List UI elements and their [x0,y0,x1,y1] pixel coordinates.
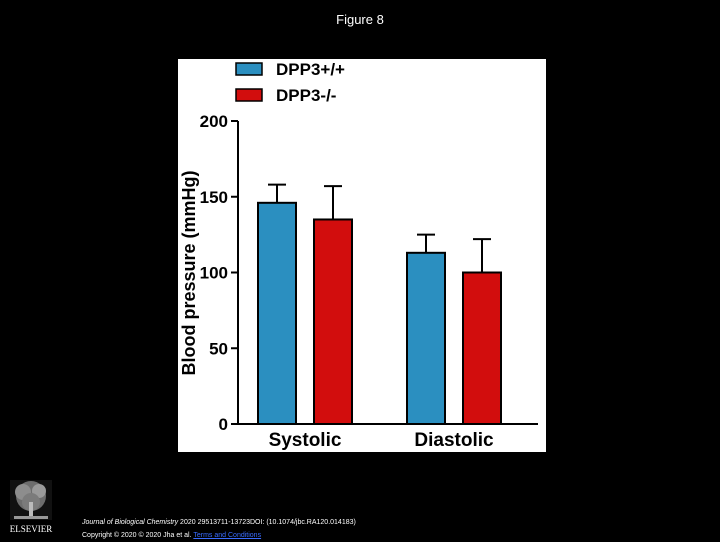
slide-title: Figure 8 [336,12,384,27]
legend-swatch [235,62,263,76]
y-tick-label: 150 [200,188,228,207]
bar-DPP3-/--Systolic [313,218,353,425]
legend-swatch [235,88,263,102]
chart-panel: DPP3+/+ DPP3-/- 0 50 100 150 200 Systolic Dias… [178,59,546,452]
citation-line: Journal of Biological Chemistry 2020 295… [82,516,356,529]
legend-label: DPP3-/- [276,86,336,105]
x-category-label: Diastolic [414,430,494,451]
bar-DPP3+/+-Diastolic [406,251,446,425]
x-axis: Systolic Diastolic [238,423,538,451]
terms-link[interactable]: Terms and Conditions [193,532,262,539]
footer: Journal of Biological Chemistry 2020 295… [82,516,356,542]
bar-DPP3-/--Diastolic [462,271,502,425]
citation-text: 2020 29513711-13723DOI: (10.1074/jbc.RA1… [178,519,356,526]
x-category-label: Systolic [269,430,342,451]
y-tick-label: 100 [200,264,228,283]
y-axis-label: Blood pressure (mmHg) [179,170,199,375]
copyright-line: Copyright © 2020 © 2020 Jha et al. Terms… [82,529,356,542]
y-axis: 0 50 100 150 200 [200,112,239,434]
y-tick-label: 200 [200,112,228,131]
copyright-text: Copyright © 2020 © 2020 Jha et al. [82,532,194,539]
elsevier-logo: ELSEVIER [10,480,53,534]
chart-legend: DPP3+/+ DPP3-/- [235,60,345,105]
bars [257,183,502,425]
legend-label: DPP3+/+ [276,60,345,79]
bar-chart: DPP3+/+ DPP3-/- 0 50 100 150 200 Systolic Dias… [179,60,538,451]
y-tick-label: 0 [219,415,228,434]
svg-text:ELSEVIER: ELSEVIER [10,524,53,534]
bar-DPP3+/+-Systolic [257,201,297,425]
y-tick-label: 50 [209,339,228,358]
journal-name: Journal of Biological Chemistry [82,519,179,526]
